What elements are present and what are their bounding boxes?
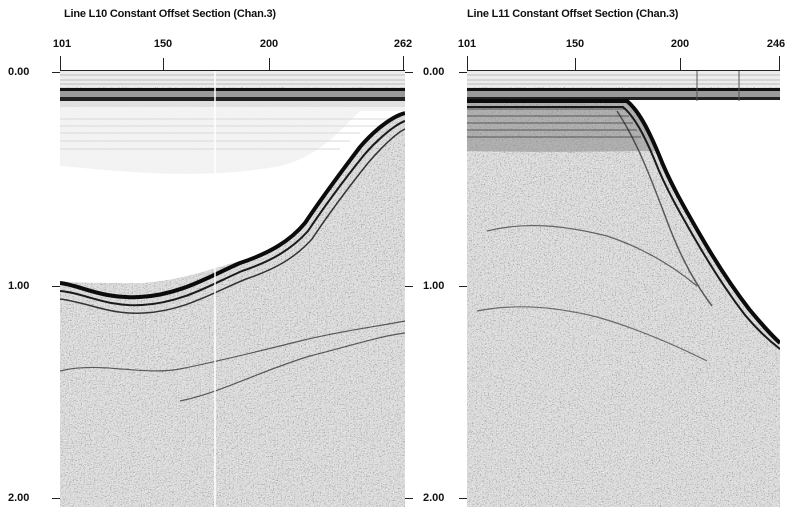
left-y-tickmark (52, 286, 60, 287)
left-top-tickmark (163, 58, 164, 70)
right-x-tick-246: 246 (766, 38, 786, 50)
right-x-tick-101: 101 (457, 38, 477, 50)
right-x-tick-200: 200 (670, 38, 690, 50)
left-x-tick-150: 150 (153, 38, 173, 50)
right-y-tick-2: 2.00 (423, 492, 445, 504)
left-y-tick-1: 1.00 (8, 280, 30, 292)
left-x-tick-101: 101 (52, 38, 72, 50)
left-top-tickmark (60, 56, 61, 70)
left-y-tick-2: 2.00 (8, 492, 30, 504)
left-section-title: Line L10 Constant Offset Section (Chan.3… (64, 8, 276, 20)
left-y-tickmark (52, 72, 60, 73)
right-y-tickmark (459, 72, 467, 73)
right-section-title: Line L11 Constant Offset Section (Chan.3… (467, 8, 679, 20)
right-y-tick-0: 0.00 (423, 66, 445, 78)
right-top-tickmark (680, 58, 681, 70)
left-x-tick-200: 200 (259, 38, 279, 50)
right-top-tickmark (575, 58, 576, 70)
right-y-tick-1: 1.00 (423, 280, 445, 292)
left-x-tick-262: 262 (393, 38, 413, 50)
left-y-tick-0: 0.00 (8, 66, 30, 78)
left-y-tickmark (52, 498, 60, 499)
left-y-tickmark-right (405, 286, 413, 287)
right-seismic-image (467, 70, 780, 507)
left-top-tickmark (269, 58, 270, 70)
right-top-tickmark (779, 56, 780, 70)
right-y-tickmark (459, 286, 467, 287)
left-seismic-image (60, 70, 405, 507)
right-y-tickmark (459, 498, 467, 499)
left-top-tickmark (403, 56, 404, 70)
left-y-tickmark-right (405, 498, 413, 499)
left-y-tickmark-right (405, 72, 413, 73)
right-top-tickmark (467, 56, 468, 70)
right-x-tick-150: 150 (565, 38, 585, 50)
